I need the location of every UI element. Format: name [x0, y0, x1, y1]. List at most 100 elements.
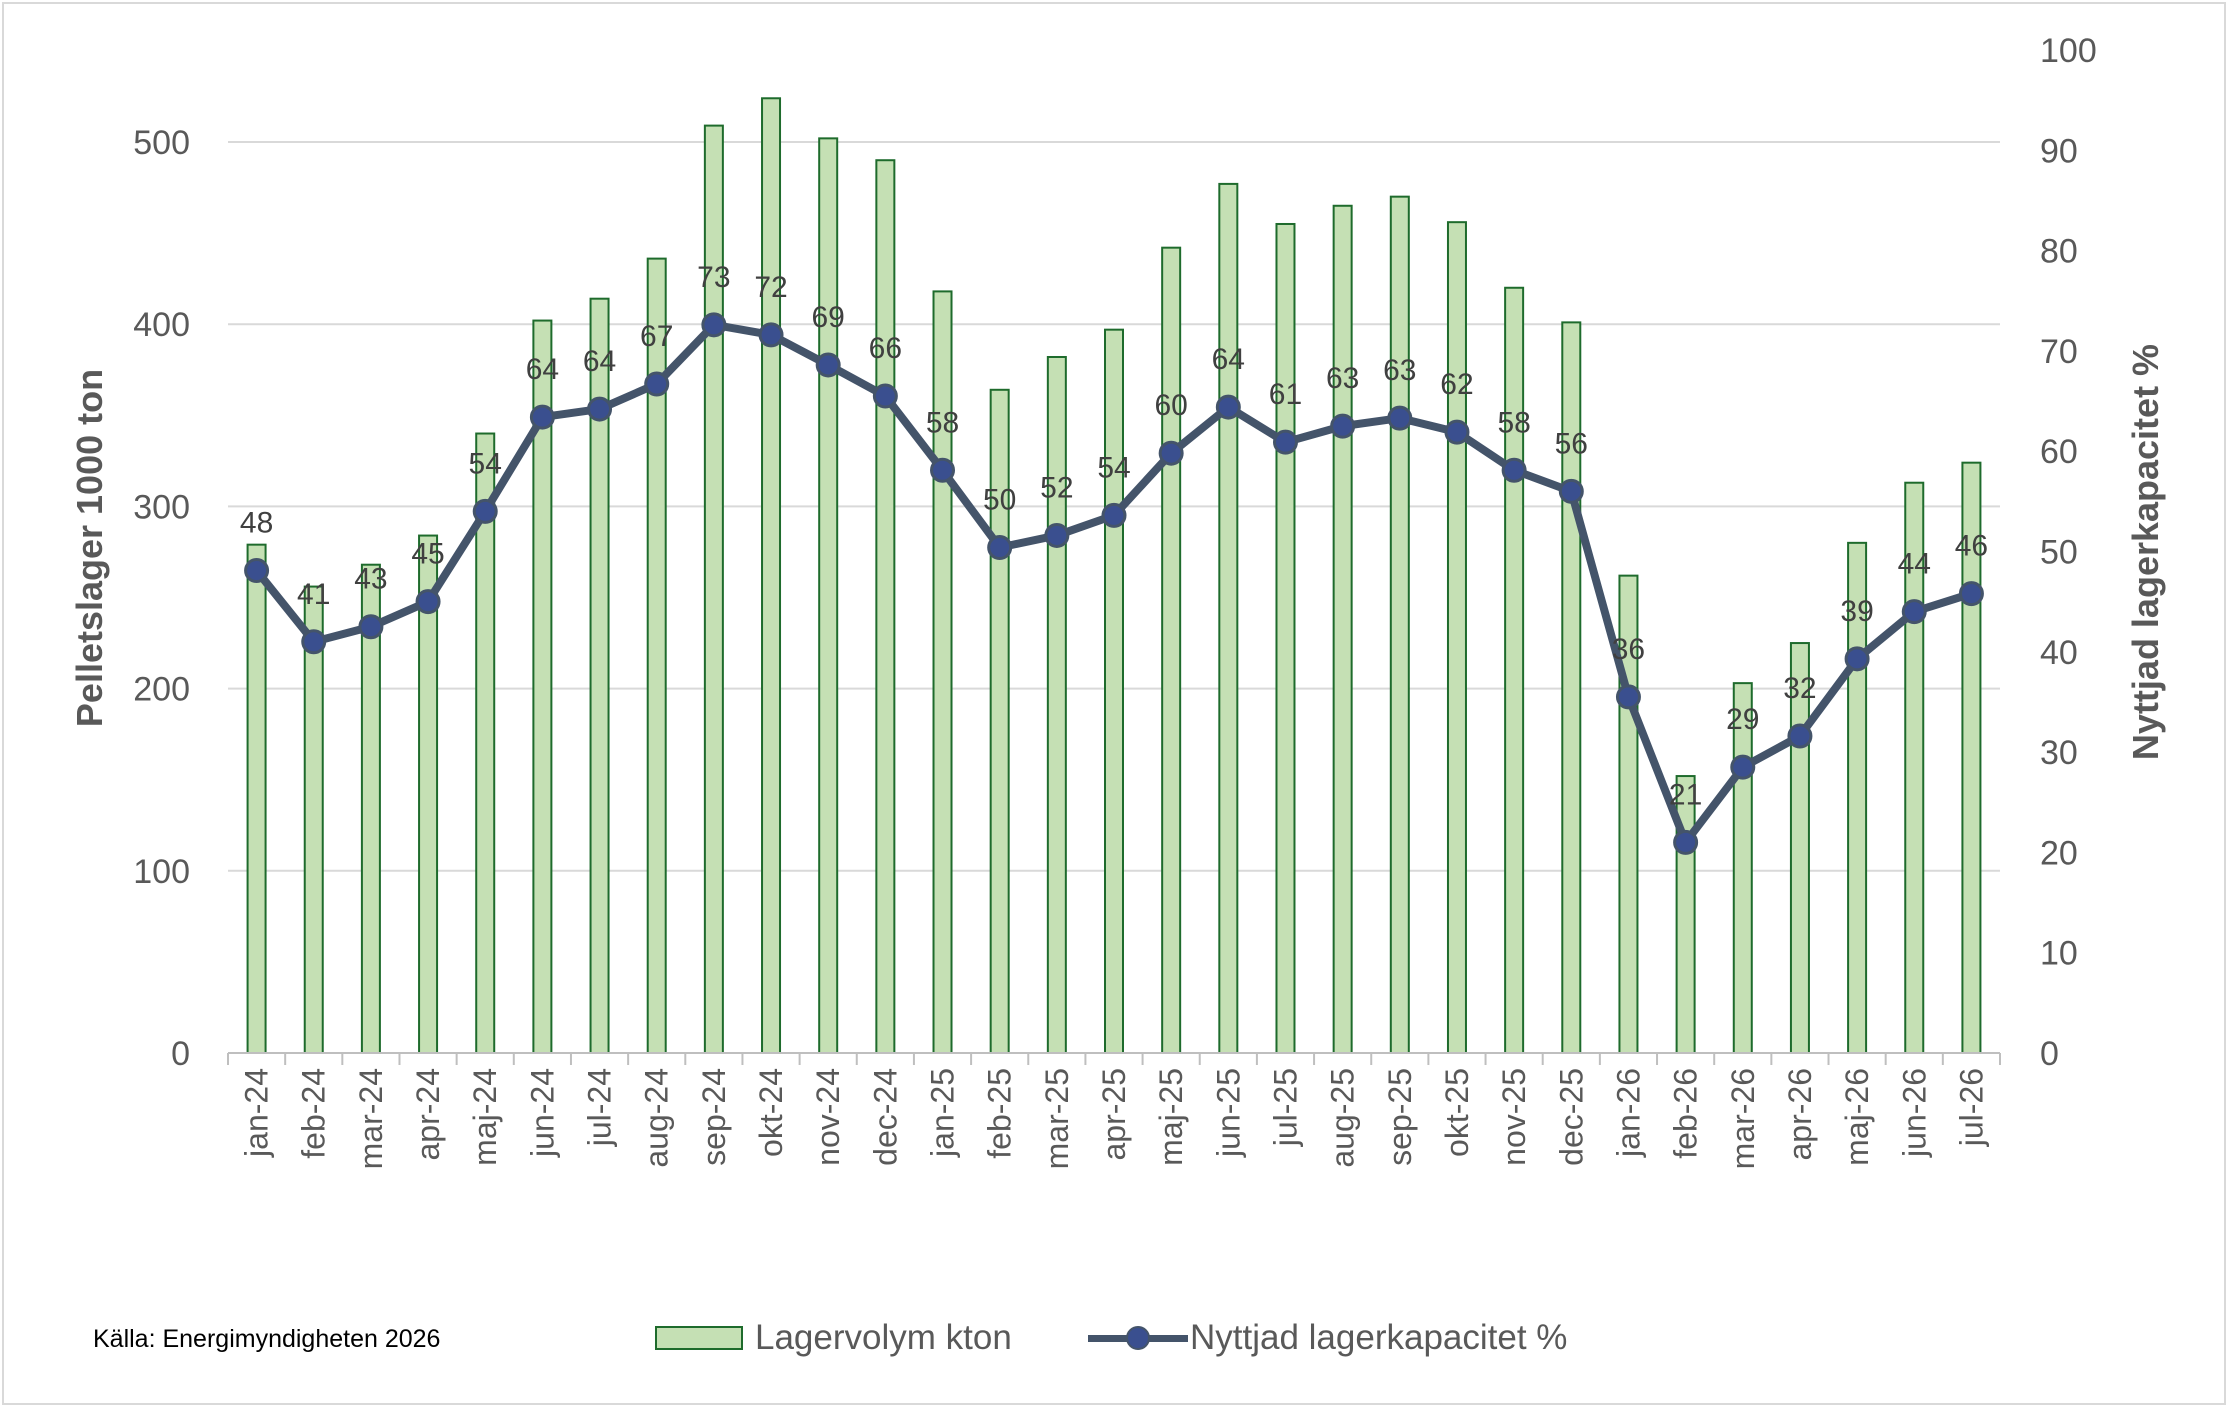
data-label: 41	[297, 578, 330, 611]
bar	[1389, 195, 1410, 1055]
bar	[761, 97, 782, 1055]
x-tick-label: aug-24	[639, 1068, 675, 1168]
series-point	[587, 396, 613, 422]
x-tick-label: nov-24	[810, 1068, 846, 1166]
y-tick-label: 500	[133, 124, 190, 162]
x-tick-label: jun-26	[1896, 1068, 1932, 1158]
series-point	[1330, 413, 1356, 439]
bar	[1161, 246, 1182, 1054]
data-label: 64	[526, 353, 559, 386]
y2-tick-label: 80	[2040, 233, 2078, 271]
x-tick-label: jul-25	[1267, 1068, 1303, 1147]
series-point	[987, 534, 1013, 560]
data-label: 58	[1497, 406, 1530, 439]
y-tick-label: 400	[133, 306, 190, 344]
series-point	[415, 589, 441, 615]
data-label: 58	[926, 406, 959, 439]
data-label: 39	[1840, 595, 1873, 628]
y2-tick-label: 100	[2040, 32, 2097, 70]
data-label: 32	[1783, 672, 1816, 705]
bar	[1218, 182, 1239, 1054]
bar	[1046, 355, 1067, 1055]
series-point	[1158, 440, 1184, 466]
bar	[1275, 222, 1296, 1055]
data-label: 21	[1669, 778, 1702, 811]
x-tick-label: feb-25	[982, 1068, 1018, 1159]
y2-tick-label: 40	[2040, 634, 2078, 672]
x-tick-label: okt-24	[753, 1068, 789, 1157]
x-tick-label: jun-24	[524, 1068, 560, 1158]
series-point	[872, 383, 898, 409]
x-tick-label: feb-26	[1668, 1068, 1704, 1159]
series-point	[1844, 646, 1870, 672]
x-tick-label: dec-24	[867, 1068, 903, 1166]
y-tick-label: 100	[133, 853, 190, 891]
data-label: 29	[1726, 703, 1759, 736]
data-label: 64	[583, 345, 616, 378]
y-tick-label: 200	[133, 671, 190, 709]
series-point	[1272, 429, 1298, 455]
series-point	[1101, 502, 1127, 528]
y2-tick-label: 90	[2040, 132, 2078, 170]
x-tick-label: jun-25	[1210, 1068, 1246, 1158]
x-tick-label: mar-24	[353, 1068, 389, 1169]
bar	[303, 585, 324, 1054]
x-tick-label: maj-26	[1839, 1068, 1875, 1166]
x-tick-label: feb-24	[296, 1068, 332, 1159]
x-tick-label: sep-25	[1382, 1068, 1418, 1166]
x-tick-label: jan-26	[1610, 1068, 1646, 1158]
series-point	[644, 371, 670, 397]
series-point	[301, 629, 327, 655]
data-label: 54	[469, 447, 502, 480]
x-tick-label: aug-25	[1325, 1068, 1361, 1168]
legend-item-line: Nyttjad lagerkapacitet %	[1088, 1318, 1567, 1358]
y2-tick-label: 20	[2040, 834, 2078, 872]
series-point	[529, 404, 555, 430]
data-label: 56	[1555, 427, 1588, 460]
data-label: 36	[1612, 633, 1645, 666]
series-point	[701, 312, 727, 338]
y-axis-title: Pelletslager 1000 ton	[69, 369, 110, 727]
data-label: 52	[1040, 471, 1073, 504]
series-point	[930, 457, 956, 483]
data-label: 45	[411, 538, 444, 571]
data-label: 72	[754, 271, 787, 304]
x-tick-label: maj-25	[1153, 1068, 1189, 1166]
bar	[1332, 204, 1353, 1054]
data-label: 64	[1212, 343, 1245, 376]
y2-tick-label: 60	[2040, 433, 2078, 471]
y2-tick-label: 0	[2040, 1035, 2059, 1073]
data-label: 48	[240, 507, 273, 540]
bar	[875, 159, 896, 1055]
series-point	[1615, 684, 1641, 710]
bar	[818, 137, 839, 1054]
series-point	[1673, 829, 1699, 855]
series-point	[1901, 599, 1927, 625]
data-label: 63	[1326, 362, 1359, 395]
bar	[1446, 221, 1467, 1054]
y2-tick-label: 70	[2040, 333, 2078, 371]
data-label: 62	[1440, 368, 1473, 401]
x-tick-label: maj-24	[467, 1068, 503, 1166]
source-note: Källa: Energimyndigheten 2026	[93, 1325, 441, 1353]
x-tick-label: okt-25	[1439, 1068, 1475, 1157]
y2-tick-label: 10	[2040, 935, 2078, 973]
x-tick-label: apr-24	[410, 1068, 446, 1161]
series-point	[1730, 754, 1756, 780]
x-tick-label: jan-25	[925, 1068, 961, 1158]
x-tick-label: mar-25	[1039, 1068, 1075, 1169]
data-label: 66	[869, 332, 902, 365]
y2-tick-label: 50	[2040, 534, 2078, 572]
bar	[1504, 286, 1525, 1054]
legend-bar-label: Lagervolym kton	[755, 1318, 1012, 1357]
bar	[1732, 682, 1753, 1054]
series-point	[1044, 522, 1070, 548]
series-point	[1501, 457, 1527, 483]
data-label: 73	[697, 261, 730, 294]
data-label: 67	[640, 320, 673, 353]
data-label: 63	[1383, 354, 1416, 387]
legend-bar-swatch	[655, 1326, 743, 1350]
legend-item-bar: Lagervolym kton	[655, 1318, 1012, 1358]
data-label: 44	[1898, 548, 1931, 581]
